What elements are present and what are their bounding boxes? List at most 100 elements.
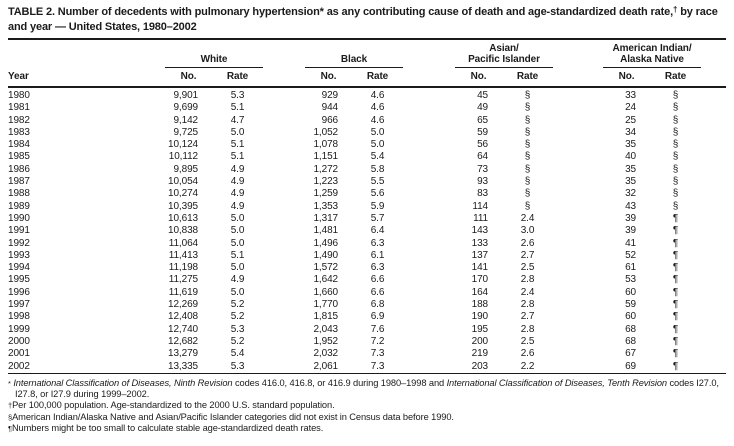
spacer-cell [553,348,603,360]
spacer-cell [701,87,726,102]
rate-cell: 6.6 [370,286,385,298]
count-cell: 944 [321,102,338,114]
spacer [140,67,165,88]
group-header-black: Black [305,39,403,68]
count-cell: 11,198 [168,262,198,274]
table-row: 1992 11,064 5.0 1,496 6.3 133 2.6 41 ¶ [8,238,726,250]
spacer-cell [403,213,455,225]
spacer-cell [140,299,165,311]
rate-cell: § [524,188,531,200]
year-cell: 2002 [8,360,140,374]
count-cell: 10,274 [168,188,198,200]
rate-cell: § [524,176,531,188]
spacer-cell [701,115,726,127]
count-cell: 60 [625,286,636,298]
table-row: 1991 10,838 5.0 1,481 6.4 143 3.0 39 ¶ [8,225,726,237]
count-cell: 190 [471,311,488,323]
group-header-white: White [165,39,263,68]
count-cell: 1,815 [313,311,338,323]
count-cell: 1,660 [313,286,338,298]
spacer-cell [140,213,165,225]
rate-cell: 5.9 [370,200,385,212]
rate-cell: § [524,151,531,163]
spacer-cell [403,201,455,213]
asian-pacific-islander-no-header: No. [455,67,502,88]
year-cell: 1989 [8,200,30,212]
table-title: TABLE 2. Number of decedents with pulmon… [8,5,726,34]
rate-cell: 5.4 [370,151,385,163]
count-cell: 25 [625,114,636,126]
spacer-cell [701,201,726,213]
spacer-cell [140,115,165,127]
spacer-cell [140,151,165,163]
spacer-cell [701,139,726,151]
footnote-census-text: American Indian/Alaska Native and Asian/… [12,411,454,422]
spacer-cell [701,250,726,262]
spacer-cell [140,201,165,213]
rate-cell: 5.3 [230,323,245,335]
spacer-cell [140,311,165,323]
table-row: 1994 11,198 5.0 1,572 6.3 141 2.5 61 ¶ [8,262,726,274]
rate-cell: ¶ [672,286,679,298]
american-indian-alaska-native-rate-header: Rate [650,67,702,88]
spacer-cell [553,238,603,250]
spacer-cell [403,115,455,127]
count-cell: 9,895 [173,163,198,175]
count-cell: 10,838 [168,225,198,237]
count-cell: 35 [625,139,636,151]
spacer-cell [403,262,455,274]
spacer-cell [263,115,305,127]
spacer [403,39,455,68]
year-cell: 1980 [8,90,30,101]
count-cell: 59 [625,299,636,311]
footnote-rate-definition: †Per 100,000 population. Age-standardize… [8,400,726,411]
table-row: 2001 13,279 5.4 2,032 7.3 219 2.6 67 ¶ [8,348,726,360]
spacer-cell [140,102,165,114]
rate-cell: 5.0 [230,212,245,224]
count-cell: 45 [477,90,488,101]
spacer-cell [403,87,455,102]
count-cell: 12,269 [168,299,198,311]
count-cell: 1,151 [313,151,338,163]
rate-cell: 2.6 [520,237,535,249]
rate-cell: 2.4 [520,286,535,298]
spacer-cell [403,238,455,250]
year-cell: 1994 [8,262,30,274]
count-cell: 56 [477,139,488,151]
count-cell: 60 [625,311,636,323]
rate-cell: 5.3 [230,90,245,101]
rate-cell: 6.9 [370,311,385,323]
count-cell: 59 [477,126,488,138]
spacer-cell [553,127,603,139]
rate-cell: 4.9 [230,274,245,286]
spacer-cell [263,139,305,151]
count-cell: 1,259 [313,188,338,200]
rate-cell: ¶ [672,237,679,249]
rate-cell: 7.6 [370,323,385,335]
spacer-cell [701,262,726,274]
spacer-cell [140,139,165,151]
count-cell: 9,725 [173,126,198,138]
spacer-cell [553,287,603,299]
count-cell: 1,078 [313,139,338,151]
count-cell: 137 [471,249,488,261]
spacer-cell [553,213,603,225]
count-cell: 1,952 [313,335,338,347]
rate-cell: § [672,188,679,200]
year-cell: 1998 [8,311,30,323]
rate-cell: 5.2 [230,335,245,347]
spacer-cell [701,287,726,299]
spacer-cell [553,139,603,151]
rate-cell: 4.6 [370,102,385,114]
table-row: 1989 10,395 4.9 1,353 5.9 114 § 43 § [8,201,726,213]
count-cell: 10,613 [168,212,198,224]
rate-cell: ¶ [672,299,679,311]
spacer-cell [701,238,726,250]
count-cell: 1,642 [313,274,338,286]
rate-cell: 5.0 [230,126,245,138]
count-cell: 203 [455,360,502,374]
spacer-cell [263,324,305,336]
table-row: 1998 12,408 5.2 1,815 6.9 190 2.7 60 ¶ [8,311,726,323]
rate-cell: 7.3 [370,348,385,360]
footnote-small-numbers-text: Numbers might be too small to calculate … [11,423,324,434]
